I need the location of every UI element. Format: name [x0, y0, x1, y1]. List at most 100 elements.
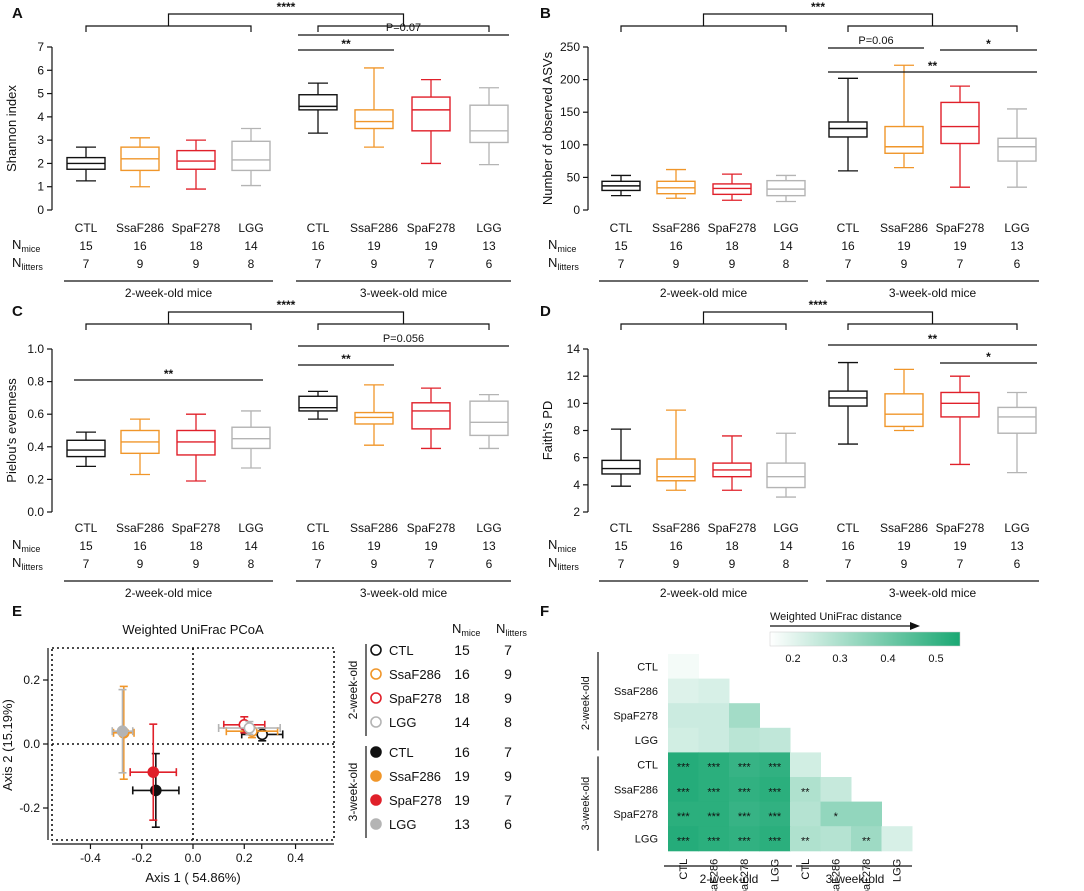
heat-row-label: SpaF278: [613, 711, 658, 723]
heat-cell: [729, 801, 760, 827]
n-mice-value: 19: [953, 539, 967, 553]
y-tick-label-a: 6: [37, 63, 44, 77]
sig-label: ****: [809, 298, 828, 312]
legend-n-mice: 15: [454, 642, 470, 658]
heat-cell: [668, 801, 699, 827]
colorbar-tick: 0.3: [832, 653, 847, 665]
heat-col-label: SpaF278: [861, 859, 873, 891]
heat-cell-stars: ***: [677, 811, 691, 823]
heat-row-group-label: 3-week-old: [580, 777, 592, 831]
y-tick-label-d: 14: [567, 342, 581, 356]
n-litters-value: 7: [315, 557, 322, 571]
x-category-label: LGG: [1004, 221, 1029, 235]
sig-label: P=0.07: [386, 22, 421, 34]
x-category-label: LGG: [1004, 521, 1029, 535]
x-category-label: SpaF278: [407, 221, 456, 235]
age-group-label: 2-week-old mice: [125, 286, 213, 300]
n-litters-value: 7: [845, 257, 852, 271]
n-mice-value: 19: [953, 239, 967, 253]
n-mice-value: 16: [669, 539, 683, 553]
n-mice-value: 16: [311, 539, 325, 553]
box-ssaf286: [884, 393, 924, 428]
sig-group-bracket: [620, 323, 1018, 330]
n-litters-label: Nlitters: [12, 255, 43, 272]
sig-top-bracket: [702, 13, 934, 26]
sig-label: *: [986, 37, 991, 51]
heat-col-label: LGG: [770, 859, 782, 882]
heat-cell: [698, 826, 730, 852]
panel-letter-b: B: [540, 5, 551, 22]
n-litters-label: Nlitters: [12, 555, 43, 572]
sig-group-bracket: [620, 25, 1018, 32]
legend-n-mice: 18: [454, 690, 470, 706]
pcoa-point-spaf278-3wk: [147, 766, 160, 778]
age-group-label: 3-week-old mice: [889, 286, 977, 300]
box-lgg: [231, 140, 271, 172]
n-mice-value: 19: [424, 539, 438, 553]
sig-label: **: [164, 367, 174, 381]
n-mice-value: 18: [189, 539, 203, 553]
n-litters-value: 8: [248, 257, 255, 271]
heat-cell-stars: **: [801, 836, 810, 848]
x-tick-label-e: -0.2: [131, 851, 152, 865]
n-litters-value: 7: [315, 257, 322, 271]
heat-cell: [698, 678, 730, 704]
x-category-label: LGG: [476, 521, 501, 535]
y-tick-label-b: 0: [573, 203, 580, 217]
box-spaf278: [940, 101, 980, 145]
x-category-label: LGG: [476, 221, 501, 235]
heat-cell-stars: ***: [768, 836, 782, 848]
sig-label: *: [986, 350, 991, 364]
y-tick-label-d: 4: [573, 478, 580, 492]
n-mice-value: 14: [779, 239, 793, 253]
n-litters-value: 9: [673, 257, 680, 271]
legend-marker: [370, 818, 382, 830]
n-mice-value: 19: [367, 539, 381, 553]
y-tick-label-b: 200: [560, 73, 580, 87]
x-category-label: CTL: [837, 221, 860, 235]
heat-cell: [729, 727, 760, 753]
legend-group-label: SsaF286: [389, 667, 441, 682]
heat-col-label: LGG: [892, 859, 904, 882]
box-ctl: [828, 121, 868, 138]
age-group-label: 2-week-old mice: [660, 586, 748, 600]
box-lgg: [231, 426, 271, 450]
heat-cell: [820, 801, 852, 827]
legend-group-label: SpaF278: [389, 691, 442, 706]
box-ssaf286: [354, 411, 394, 425]
y-tick-label-d: 12: [567, 369, 581, 383]
n-mice-value: 15: [614, 539, 628, 553]
n-mice-value: 16: [841, 239, 855, 253]
heat-cell: [668, 654, 699, 680]
legend-group-label: LGG: [389, 715, 416, 730]
heat-col-label: SpaF278: [739, 859, 751, 891]
legend-n-litters: 7: [504, 642, 512, 658]
pcoa-point-lgg-2wk: [243, 722, 256, 734]
sig-label: **: [341, 352, 351, 366]
n-litters-label: Nlitters: [548, 255, 579, 272]
y-tick-label-d: 8: [573, 424, 580, 438]
heat-cell: [759, 727, 791, 753]
y-axis-label-c: Pielou's evenness: [4, 378, 19, 483]
x-category-label: SsaF286: [350, 521, 398, 535]
age-group-label: 2-week-old mice: [125, 586, 213, 600]
box-lgg: [997, 406, 1037, 434]
sig-label: ***: [811, 0, 825, 14]
n-mice-value: 14: [779, 539, 793, 553]
sig-label: **: [341, 37, 351, 51]
heat-cell: [729, 752, 760, 778]
n-litters-value: 7: [428, 257, 435, 271]
box-spaf278: [176, 429, 216, 456]
panel-letter-f: F: [540, 603, 549, 620]
x-category-label: SsaF286: [652, 221, 700, 235]
n-litters-value: 7: [83, 557, 90, 571]
n-mice-value: 16: [311, 239, 325, 253]
x-category-label: SsaF286: [350, 221, 398, 235]
x-category-label: LGG: [238, 521, 263, 535]
legend-marker: [370, 746, 382, 758]
heat-cell: [698, 703, 730, 729]
x-category-label: SpaF278: [708, 521, 757, 535]
n-mice-value: 18: [189, 239, 203, 253]
heat-cell: [759, 752, 791, 778]
x-category-label: CTL: [75, 221, 98, 235]
